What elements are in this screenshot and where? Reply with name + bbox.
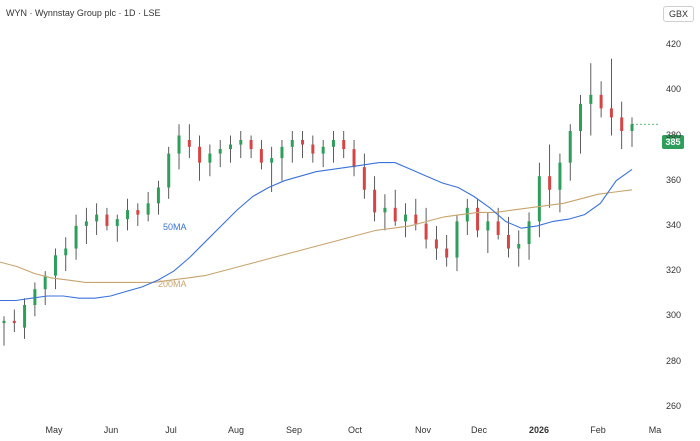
candle-body: [465, 207, 469, 222]
candle-body: [177, 135, 181, 154]
candle-body: [455, 221, 459, 258]
candle-body: [383, 207, 387, 213]
candle-body: [84, 221, 88, 226]
candle-body: [404, 214, 408, 222]
x-tick-label: 2026: [528, 425, 550, 435]
candle-body: [198, 146, 202, 163]
candle-body: [506, 234, 510, 249]
ma200-label: 200MA: [158, 279, 187, 289]
candle-body: [218, 149, 222, 154]
chart-title: WYN · Wynnstay Group plc · 1D · LSE: [6, 8, 161, 18]
candle-body: [249, 140, 253, 150]
candle-body: [259, 149, 263, 163]
candle-body: [568, 130, 572, 163]
candle-body: [290, 140, 294, 147]
candle-body: [12, 320, 16, 324]
candle-body: [537, 176, 541, 222]
x-tick-label: Ma: [648, 425, 662, 435]
candle-body: [270, 158, 274, 163]
candle-body: [126, 210, 130, 220]
ma50-label: 50MA: [163, 222, 187, 232]
candle-body: [527, 221, 531, 244]
candle-body: [362, 167, 366, 190]
candle-body: [434, 239, 438, 249]
candle-body: [486, 221, 490, 231]
candle-body: [239, 140, 243, 145]
candle-body: [599, 94, 603, 109]
y-tick-label: 360: [666, 174, 682, 185]
x-tick-label: Jun: [103, 425, 119, 435]
candle-body: [331, 140, 335, 147]
candle-body: [167, 153, 171, 188]
candle-body: [311, 144, 315, 154]
candle-body: [43, 275, 47, 290]
candle-body: [620, 117, 624, 131]
candle-body: [496, 221, 500, 235]
x-tick-label: Feb: [590, 425, 606, 435]
x-tick-label: Dec: [470, 425, 488, 435]
candle-body: [64, 248, 68, 256]
candle-body: [558, 162, 562, 190]
candle-body: [630, 124, 634, 131]
candle-body: [352, 149, 356, 168]
candle-body: [373, 189, 377, 213]
candle-body: [321, 146, 325, 154]
y-tick-label: 400: [666, 84, 682, 95]
candle-body: [74, 225, 78, 249]
x-tick-label: Sep: [285, 425, 303, 435]
candle-body: [414, 214, 418, 224]
candle-body: [517, 243, 521, 249]
x-tick-label: May: [45, 425, 63, 435]
last-price-badge: 385: [662, 135, 684, 149]
candle-body: [146, 203, 150, 215]
candle-body: [95, 214, 99, 222]
y-tick-label: 300: [666, 310, 682, 321]
y-tick-label: 280: [666, 355, 682, 366]
candle-body: [23, 305, 27, 328]
x-tick-label: Jul: [165, 425, 177, 435]
y-tick-label: 320: [666, 265, 682, 276]
candle-body: [609, 108, 613, 118]
x-tick-label: Nov: [414, 425, 432, 435]
candle-body: [105, 214, 109, 226]
candle-body: [342, 140, 346, 150]
x-tick-label: Oct: [347, 425, 363, 435]
ma200-line: [0, 189, 633, 283]
y-tick-label: 420: [666, 39, 682, 50]
x-tick-label: Aug: [227, 425, 245, 435]
candle-body: [280, 146, 284, 159]
currency-badge[interactable]: GBX: [662, 6, 694, 22]
candle-body: [589, 94, 593, 104]
candle-body: [579, 103, 583, 131]
candle-body: [136, 210, 140, 215]
candle-body: [476, 207, 480, 231]
candle-body: [301, 140, 305, 145]
candle-body: [156, 187, 160, 204]
candle-body: [424, 223, 428, 240]
candle-body: [33, 289, 37, 306]
candle-body: [208, 153, 212, 163]
candle-body: [548, 176, 552, 190]
candle-body: [187, 140, 191, 147]
candle-body: [445, 248, 449, 258]
ma50-line: [0, 162, 633, 302]
y-tick-label: 380: [666, 129, 682, 140]
candle-body: [115, 219, 119, 226]
candle-body: [393, 207, 397, 222]
y-tick-label: 340: [666, 219, 682, 230]
y-tick-label: 260: [666, 400, 682, 411]
candle-body: [2, 320, 6, 324]
candle-body: [53, 255, 57, 276]
candle-body: [228, 144, 232, 150]
